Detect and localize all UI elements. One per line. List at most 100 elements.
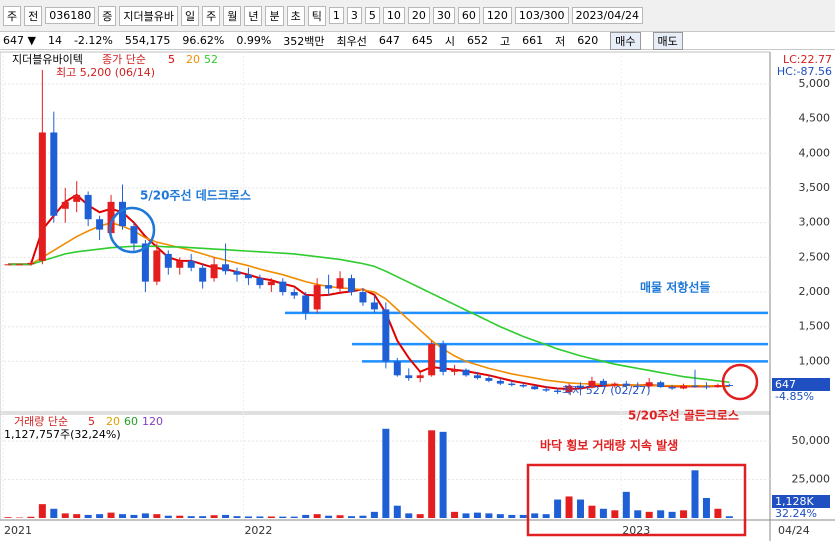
- volume-bar: [210, 515, 218, 518]
- volume-bar: [4, 517, 12, 518]
- highlight-circle: [721, 363, 759, 401]
- volume-bar: [222, 514, 230, 518]
- toolbar-item[interactable]: 5: [364, 7, 380, 24]
- volume-bar: [27, 516, 35, 518]
- volume-bar: [348, 516, 355, 518]
- toolbar-item[interactable]: 전: [24, 5, 43, 26]
- candle-body: [96, 219, 104, 230]
- toolbar-item[interactable]: 지더블유바: [119, 5, 178, 26]
- toolbar-item[interactable]: 60: [457, 7, 480, 24]
- quote-item: 661: [522, 34, 544, 47]
- volume-last: 1,128K: [775, 495, 814, 508]
- toolbar-item[interactable]: 103/300: [514, 7, 569, 24]
- toolbar-item[interactable]: 2023/04/24: [571, 7, 643, 24]
- volume-bar: [473, 512, 481, 518]
- annotation: 바닥 횡보 거래량 지속 발생: [540, 438, 678, 453]
- volume-bar: [508, 514, 516, 518]
- quote-item: 시: [444, 34, 456, 48]
- quote-item: 554,175: [124, 34, 171, 47]
- candle-body: [370, 302, 378, 310]
- volume-bar: [187, 516, 195, 518]
- quote-item: 14: [47, 34, 62, 47]
- highlight-circle: [108, 206, 156, 254]
- candle-body: [50, 132, 58, 216]
- order-button[interactable]: 매수: [610, 31, 641, 50]
- volume-bar: [370, 511, 378, 518]
- toolbar-item[interactable]: 주: [202, 5, 221, 26]
- toolbar-item[interactable]: 일: [180, 5, 200, 26]
- volume-bar: [199, 516, 207, 518]
- volume-bar: [599, 508, 607, 518]
- volume-bar: [519, 514, 527, 518]
- volume-bar: [577, 499, 584, 518]
- toolbar-item[interactable]: 증: [98, 5, 117, 26]
- candle-body: [302, 295, 310, 313]
- candle-body: [702, 386, 710, 388]
- toolbar-item[interactable]: 3: [346, 7, 362, 24]
- candle-body: [233, 271, 241, 275]
- candle-body: [130, 226, 138, 244]
- legend-entry: 60: [124, 415, 138, 428]
- candle-body: [405, 375, 413, 379]
- candle-body: [611, 383, 619, 386]
- candle-body: [496, 380, 504, 384]
- candle-body: [451, 369, 459, 372]
- candle-body: [84, 194, 92, 220]
- y-tick-label: 1,000: [799, 354, 831, 367]
- volume-bar: [634, 510, 642, 518]
- annotation: 5/20주선 골든크로스: [628, 408, 739, 423]
- volume-bar: [451, 511, 459, 518]
- candle-body: [531, 386, 539, 390]
- quote-item: 96.62%: [182, 34, 225, 47]
- volume-bar: [164, 515, 172, 518]
- volume-bar: [393, 505, 401, 518]
- quote-item: 652: [467, 34, 489, 47]
- toolbar-item[interactable]: 10: [382, 7, 405, 24]
- quote-item: 최우선: [336, 34, 367, 48]
- candle-body: [691, 385, 699, 387]
- moving-average: [8, 245, 730, 384]
- candle-body: [439, 344, 447, 372]
- toolbar-item[interactable]: 20: [407, 7, 430, 24]
- candle-body: [325, 285, 333, 289]
- legend-entry: 5: [88, 415, 95, 428]
- y-tick-label: 2,500: [799, 250, 831, 263]
- toolbar-item[interactable]: 036180: [45, 7, 96, 24]
- hc-label: HC:-87.56: [777, 65, 832, 78]
- toolbar-item[interactable]: 월: [223, 5, 242, 26]
- volume-bar: [256, 516, 264, 518]
- quote-item: 620: [577, 34, 599, 47]
- candle-body: [416, 375, 424, 379]
- volume-bar: [325, 515, 333, 518]
- candle-body: [244, 274, 252, 279]
- toolbar-item[interactable]: 분: [265, 5, 284, 26]
- candle-body: [119, 201, 126, 227]
- volume-bar: [439, 431, 447, 518]
- volume-bar: [496, 514, 504, 518]
- volume-bar: [73, 514, 81, 518]
- toolbar-item[interactable]: 30: [432, 7, 455, 24]
- order-button[interactable]: 매도: [652, 31, 683, 50]
- toolbar-item[interactable]: 틱: [307, 5, 326, 26]
- toolbar-item[interactable]: 120: [482, 7, 512, 24]
- volume-bar: [267, 516, 275, 518]
- volume-bar: [462, 513, 470, 518]
- candle-body: [577, 385, 584, 388]
- candle-body: [519, 385, 527, 387]
- volume-bar: [588, 505, 596, 518]
- toolbar-item[interactable]: 초: [286, 5, 305, 26]
- volume-bar: [565, 496, 573, 518]
- toolbar-item[interactable]: 1: [328, 7, 344, 24]
- y-tick-label: 2,000: [799, 285, 831, 298]
- candle-body: [153, 250, 161, 282]
- toolbar-item[interactable]: 년: [244, 5, 263, 26]
- toolbar-item[interactable]: 주: [3, 5, 22, 26]
- candle-body: [359, 292, 367, 303]
- candle-body: [164, 253, 172, 268]
- candle-body: [187, 260, 195, 268]
- volume-bar: [130, 514, 138, 518]
- legend-entry: 20: [106, 415, 120, 428]
- volume-bar: [645, 511, 653, 518]
